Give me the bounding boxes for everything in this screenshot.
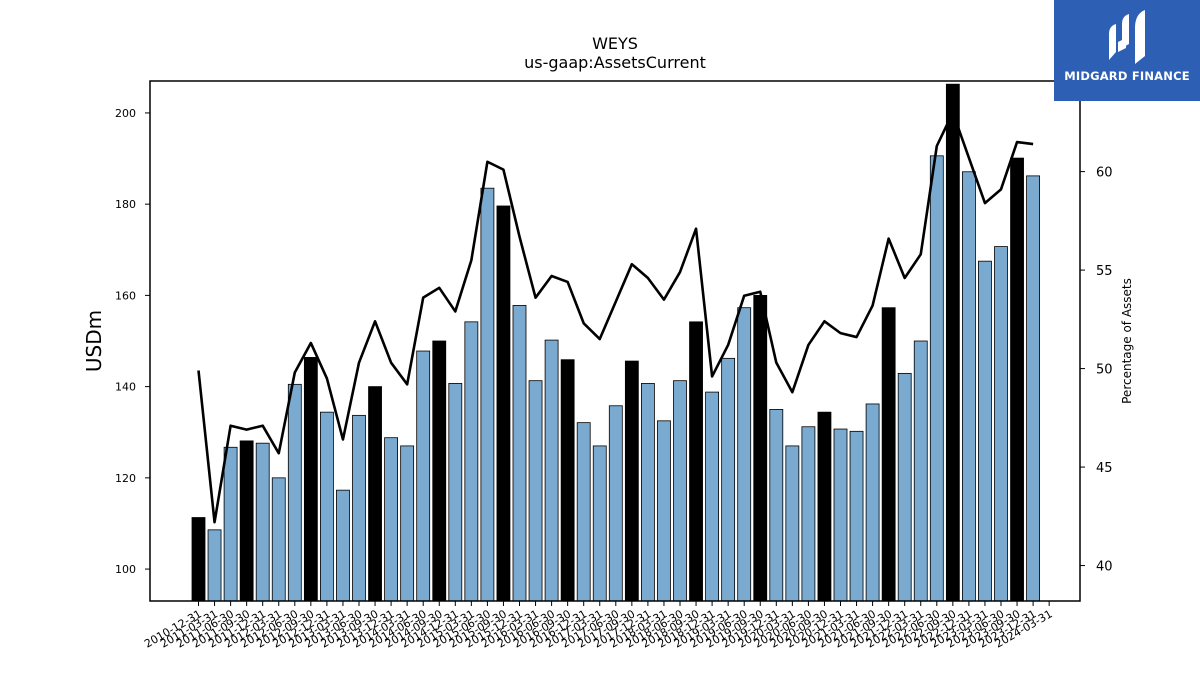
chart-subtitle: us-gaap:AssetsCurrent — [524, 53, 706, 72]
brand-logo: MIDGARD FINANCE — [1054, 0, 1200, 101]
y-tick-label: 120 — [115, 472, 136, 485]
bar-2021-09-30 — [881, 307, 896, 602]
bar-2022-03-31 — [913, 340, 928, 602]
y-tick-label: 100 — [115, 563, 136, 576]
bar-2016-09-30 — [560, 359, 575, 602]
bar-2022-06-30 — [929, 155, 944, 602]
bar-2018-03-31 — [657, 420, 671, 602]
bar-2011-03-31 — [207, 529, 222, 602]
bar-2014-06-30 — [416, 350, 431, 602]
bar-2020-06-30 — [801, 426, 816, 602]
logo-mark-icon — [1109, 10, 1145, 64]
bar-2016-03-31 — [528, 380, 543, 602]
brand-name: MIDGARD FINANCE — [1064, 69, 1190, 83]
y2-tick-label: 50 — [1096, 363, 1113, 378]
chart-title: WEYS — [592, 34, 638, 53]
y2-tick-label: 40 — [1096, 560, 1113, 575]
y-tick-label: 160 — [115, 289, 136, 302]
bar-2013-12-31 — [384, 437, 399, 602]
bar-2011-12-31 — [255, 442, 270, 602]
bar-2018-09-30 — [689, 321, 703, 602]
bar-2021-03-31 — [849, 430, 864, 602]
bar-2011-06-30 — [223, 446, 238, 602]
bar-2019-09-30 — [753, 294, 768, 602]
bar-2012-03-31 — [271, 477, 286, 602]
y-tick-label: 180 — [115, 198, 136, 211]
bar-2019-03-31 — [721, 357, 736, 602]
bar-2013-09-30 — [368, 386, 382, 602]
plot-frame — [149, 80, 1081, 602]
y2-tick-label: 55 — [1096, 264, 1113, 279]
bar-2023-12-31 — [1026, 175, 1040, 602]
bar-2021-06-30 — [865, 403, 880, 602]
bar-2019-12-31 — [769, 409, 784, 602]
bar-2016-06-30 — [544, 339, 559, 602]
bar-2012-09-30 — [303, 357, 318, 602]
bar-2022-09-30 — [945, 83, 960, 602]
line-layer — [197, 111, 1034, 524]
bar-2023-03-31 — [978, 260, 992, 602]
y-tick-label: 140 — [115, 381, 136, 394]
bar-2022-12-31 — [962, 171, 976, 602]
axes-layer: 10012014016018020040455055602010-12-3120… — [115, 107, 1113, 651]
bar-2021-12-31 — [897, 372, 912, 602]
bar-2010-12-31 — [191, 517, 206, 602]
bar-2014-09-30 — [432, 340, 447, 602]
bar-2012-06-30 — [287, 383, 302, 602]
bar-2017-06-30 — [608, 405, 623, 602]
bar-2014-12-31 — [448, 383, 463, 602]
y2-axis-label: Percentage of Assets — [1120, 278, 1134, 404]
bar-2015-06-30 — [480, 187, 495, 602]
bar-2020-09-30 — [817, 411, 832, 602]
bar-2015-09-30 — [496, 205, 511, 602]
bar-2018-12-31 — [705, 391, 719, 602]
bar-2023-06-30 — [994, 246, 1008, 602]
y-tick-label: 200 — [115, 107, 136, 120]
bar-2017-03-31 — [592, 445, 607, 602]
bar-2013-03-31 — [336, 489, 350, 602]
bar-2017-12-31 — [641, 383, 655, 602]
bar-2023-09-30 — [1010, 157, 1024, 602]
y2-tick-label: 60 — [1096, 166, 1113, 181]
bar-2018-06-30 — [673, 380, 687, 602]
y2-tick-label: 45 — [1096, 461, 1113, 476]
bar-2020-12-31 — [833, 428, 848, 602]
bar-2011-09-30 — [239, 440, 254, 602]
y-axis-label: USDm — [82, 310, 106, 372]
bar-2013-06-30 — [352, 414, 366, 602]
bar-2019-06-30 — [737, 307, 752, 602]
bar-2016-12-31 — [576, 422, 591, 602]
bar-2020-03-31 — [785, 445, 800, 602]
bar-2017-09-30 — [624, 360, 639, 602]
bar-2012-12-31 — [319, 411, 334, 602]
bars-layer — [191, 83, 1040, 602]
bar-2015-12-31 — [512, 305, 527, 602]
bar-2015-03-31 — [464, 321, 479, 602]
bar-2014-03-31 — [400, 445, 415, 602]
